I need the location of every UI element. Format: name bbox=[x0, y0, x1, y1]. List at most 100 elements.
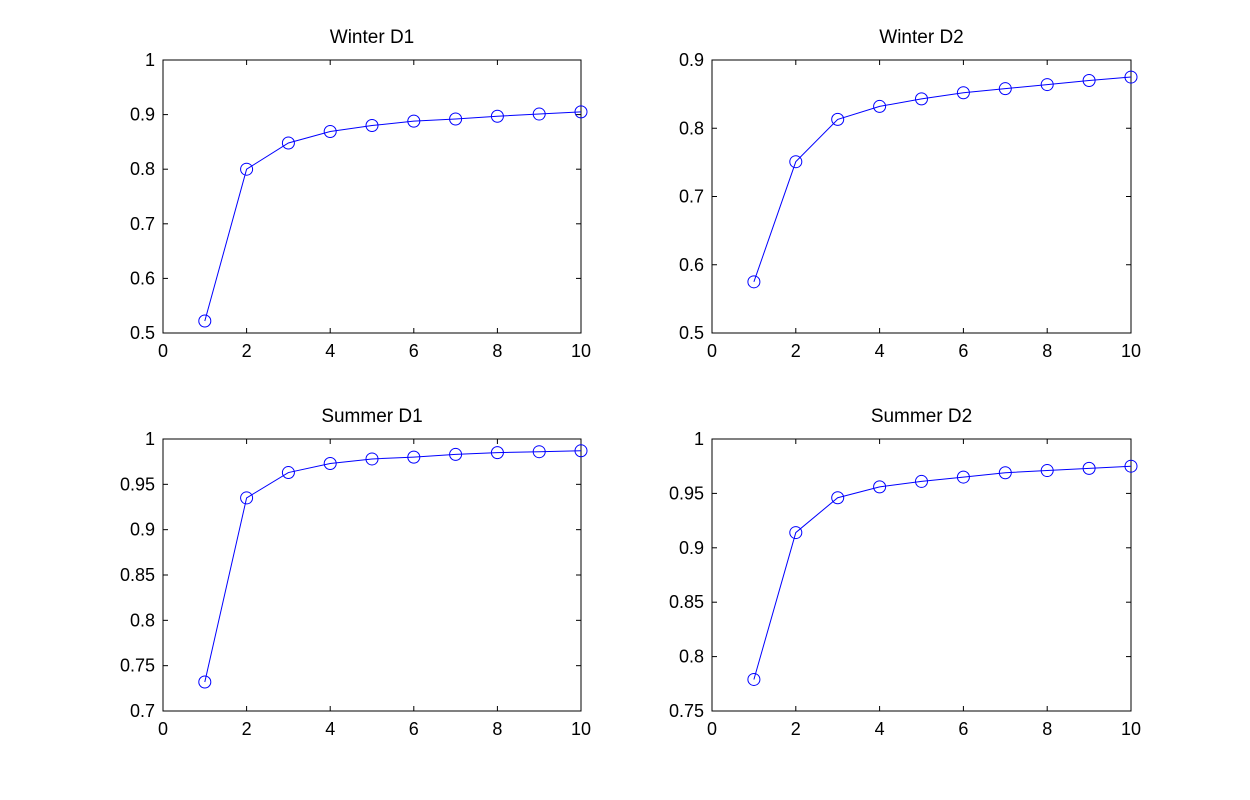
subplot-summer-d1: Summer D1 0 2 4 6 8 10 0.7 0.75 0.8 0.85 0.9 0.95 1 bbox=[120, 406, 591, 739]
x-tick-label: 0 bbox=[707, 341, 717, 361]
data-point bbox=[956, 86, 970, 100]
data-point bbox=[240, 162, 254, 176]
data-point bbox=[240, 491, 254, 505]
data-point bbox=[789, 526, 803, 540]
y-tick-label: 0.75 bbox=[669, 701, 704, 721]
x-tick-label: 4 bbox=[875, 719, 885, 739]
x-tick-label: 4 bbox=[875, 341, 885, 361]
subplot-winter-d2: Winter D2 0 2 4 6 8 10 0.5 0.6 0.7 0.8 0.9 bbox=[679, 27, 1141, 361]
data-point bbox=[449, 112, 463, 126]
data-point bbox=[873, 480, 887, 494]
data-point bbox=[281, 466, 295, 480]
plot-area bbox=[711, 59, 1132, 334]
data-point bbox=[407, 450, 421, 464]
data-point bbox=[998, 82, 1012, 96]
y-tick-label: 1 bbox=[694, 429, 704, 449]
data-point bbox=[323, 125, 337, 139]
data-point bbox=[365, 119, 379, 133]
data-point bbox=[1124, 459, 1138, 473]
x-tick-label: 6 bbox=[409, 719, 419, 739]
data-point bbox=[407, 114, 421, 128]
chart-title: Summer D2 bbox=[871, 406, 972, 427]
x-tick-label: 0 bbox=[158, 719, 168, 739]
data-point bbox=[365, 452, 379, 466]
data-point bbox=[873, 99, 887, 113]
plot-area bbox=[162, 438, 582, 712]
x-tick-label: 2 bbox=[791, 341, 801, 361]
data-point bbox=[831, 491, 845, 505]
y-tick-label: 0.6 bbox=[679, 255, 704, 275]
y-tick-label: 0.8 bbox=[130, 159, 155, 179]
x-tick-label: 10 bbox=[1121, 341, 1141, 361]
x-tick-label: 4 bbox=[325, 341, 335, 361]
x-tick-label: 2 bbox=[242, 719, 252, 739]
data-point bbox=[747, 275, 761, 289]
y-tick-label: 0.8 bbox=[679, 118, 704, 138]
data-point bbox=[998, 466, 1012, 480]
x-tick-label: 6 bbox=[958, 341, 968, 361]
data-point bbox=[490, 109, 504, 123]
chart-title: Winter D1 bbox=[330, 27, 414, 48]
y-tick-label: 0.8 bbox=[679, 647, 704, 667]
data-point bbox=[915, 474, 928, 488]
y-tick-label: 0.85 bbox=[120, 565, 155, 585]
data-point bbox=[915, 92, 928, 106]
x-tick-label: 0 bbox=[158, 341, 168, 361]
data-point bbox=[281, 136, 295, 150]
x-tick-label: 0 bbox=[707, 719, 717, 739]
data-point bbox=[532, 445, 546, 459]
y-tick-label: 0.95 bbox=[669, 483, 704, 503]
data-point bbox=[1040, 464, 1054, 478]
data-point bbox=[490, 446, 504, 460]
data-point bbox=[1082, 461, 1096, 475]
y-tick-label: 1 bbox=[145, 50, 155, 70]
y-tick-label: 0.7 bbox=[130, 701, 155, 721]
data-point bbox=[789, 155, 803, 169]
y-tick-label: 0.8 bbox=[130, 610, 155, 630]
data-point bbox=[198, 675, 212, 689]
data-point bbox=[747, 672, 761, 686]
x-tick-label: 6 bbox=[958, 719, 968, 739]
subplot-winter-d1: Winter D1 0 2 4 6 8 10 0.5 0.6 0.7 0.8 0.9 1 bbox=[130, 27, 591, 361]
x-tick-label: 8 bbox=[1042, 341, 1052, 361]
data-point bbox=[323, 456, 337, 470]
y-tick-label: 0.9 bbox=[679, 50, 704, 70]
data-point bbox=[1124, 70, 1138, 84]
y-tick-label: 0.5 bbox=[679, 323, 704, 343]
plot-area bbox=[162, 59, 582, 334]
data-point bbox=[532, 107, 546, 121]
series-line bbox=[753, 465, 1132, 680]
x-tick-label: 8 bbox=[492, 341, 502, 361]
data-point bbox=[1082, 73, 1096, 87]
chart-title: Winter D2 bbox=[879, 27, 963, 48]
series-line bbox=[204, 111, 582, 322]
y-tick-label: 0.9 bbox=[130, 105, 155, 125]
x-tick-label: 8 bbox=[1042, 719, 1052, 739]
data-point bbox=[956, 470, 970, 484]
data-point bbox=[198, 314, 212, 328]
x-tick-label: 4 bbox=[325, 719, 335, 739]
y-tick-label: 0.7 bbox=[130, 214, 155, 234]
data-point bbox=[574, 444, 588, 458]
x-tick-label: 6 bbox=[409, 341, 419, 361]
x-tick-label: 2 bbox=[242, 341, 252, 361]
y-tick-label: 0.9 bbox=[130, 520, 155, 540]
y-tick-label: 1 bbox=[145, 429, 155, 449]
x-tick-label: 10 bbox=[1121, 719, 1141, 739]
x-tick-label: 10 bbox=[571, 719, 591, 739]
x-tick-label: 8 bbox=[492, 719, 502, 739]
plot-area bbox=[711, 438, 1132, 712]
series-line bbox=[753, 76, 1132, 282]
data-point bbox=[574, 105, 588, 119]
x-tick-label: 2 bbox=[791, 719, 801, 739]
subplot-summer-d2: Summer D2 0 2 4 6 8 10 0.75 0.8 0.85 0.9 0.95 1 bbox=[669, 406, 1141, 739]
y-tick-label: 0.9 bbox=[679, 538, 704, 558]
chart-title: Summer D1 bbox=[321, 406, 422, 427]
y-tick-label: 0.95 bbox=[120, 474, 155, 494]
y-tick-label: 0.5 bbox=[130, 323, 155, 343]
data-point bbox=[1040, 78, 1054, 92]
y-tick-label: 0.6 bbox=[130, 268, 155, 288]
data-point bbox=[831, 112, 845, 126]
series-line bbox=[204, 450, 582, 683]
x-tick-label: 10 bbox=[571, 341, 591, 361]
